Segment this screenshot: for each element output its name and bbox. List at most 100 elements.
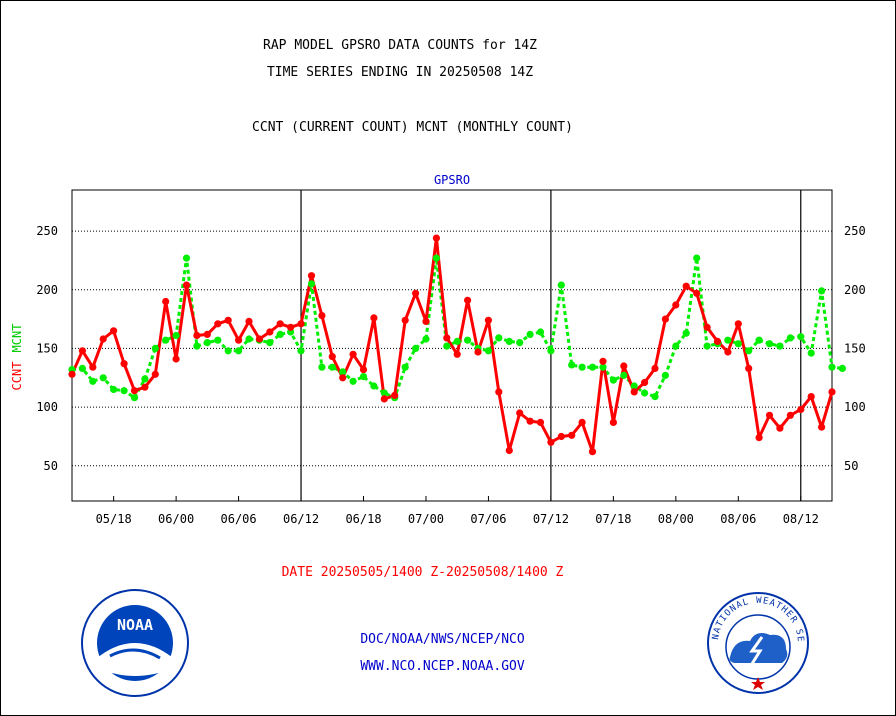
y-tick-label-left: 100 bbox=[36, 400, 58, 414]
data-point-ccnt bbox=[141, 383, 149, 391]
data-point-mcnt bbox=[370, 382, 378, 390]
data-point-mcnt bbox=[141, 375, 149, 383]
data-point-mcnt bbox=[765, 340, 774, 348]
org-label: DOC/NOAA/NWS/NCEP/NCO bbox=[360, 632, 525, 647]
data-point-ccnt bbox=[703, 323, 711, 331]
series-line-mcnt bbox=[71, 256, 843, 400]
data-point-mcnt bbox=[547, 347, 555, 355]
data-point-ccnt bbox=[78, 347, 86, 355]
x-tick-label: 06/12 bbox=[283, 512, 319, 526]
data-point-mcnt bbox=[120, 387, 128, 395]
data-point-ccnt bbox=[245, 317, 253, 325]
data-point-mcnt bbox=[724, 336, 732, 344]
data-point-mcnt bbox=[588, 363, 597, 371]
x-tick-label: 07/18 bbox=[595, 512, 631, 526]
y-axis-label-mcnt: MCNT bbox=[10, 324, 24, 353]
data-point-ccnt bbox=[432, 234, 440, 242]
data-point-ccnt bbox=[339, 374, 347, 382]
data-point-mcnt bbox=[484, 347, 492, 355]
data-point-mcnt bbox=[661, 371, 670, 379]
data-point-ccnt bbox=[682, 282, 690, 290]
data-point-mcnt bbox=[807, 349, 815, 357]
data-point-ccnt bbox=[505, 446, 513, 455]
y-tick-label-right: 50 bbox=[844, 459, 858, 473]
x-tick-label: 06/18 bbox=[345, 512, 381, 526]
data-point-ccnt bbox=[620, 362, 628, 370]
data-point-mcnt bbox=[276, 330, 284, 338]
data-point-ccnt bbox=[724, 348, 732, 356]
data-point-ccnt bbox=[68, 370, 76, 378]
data-point-mcnt bbox=[495, 334, 503, 342]
data-point-ccnt bbox=[120, 360, 128, 368]
data-point-ccnt bbox=[412, 289, 420, 297]
data-point-mcnt bbox=[266, 339, 274, 347]
data-point-ccnt bbox=[495, 388, 503, 396]
data-point-mcnt bbox=[359, 373, 368, 381]
data-point-mcnt bbox=[214, 336, 222, 344]
data-point-mcnt bbox=[828, 363, 836, 371]
data-point-mcnt bbox=[620, 371, 628, 379]
data-point-mcnt bbox=[432, 254, 440, 262]
data-point-mcnt bbox=[745, 347, 753, 355]
data-point-ccnt bbox=[516, 409, 524, 417]
data-point-ccnt bbox=[713, 337, 722, 345]
data-point-mcnt bbox=[89, 377, 97, 385]
data-point-ccnt bbox=[162, 297, 170, 306]
data-point-mcnt bbox=[568, 361, 576, 369]
data-point-mcnt bbox=[443, 342, 451, 350]
data-point-ccnt bbox=[318, 312, 326, 320]
data-point-ccnt bbox=[130, 387, 139, 395]
data-point-ccnt bbox=[797, 405, 805, 414]
data-point-mcnt bbox=[578, 363, 586, 371]
x-tick-label: 06/00 bbox=[158, 512, 194, 526]
data-point-mcnt bbox=[203, 339, 211, 347]
website-link[interactable]: WWW.NCO.NCEP.NOAA.GOV bbox=[360, 659, 525, 674]
data-point-ccnt bbox=[630, 388, 638, 396]
data-point-mcnt bbox=[536, 328, 545, 336]
data-point-ccnt bbox=[828, 388, 836, 396]
data-point-mcnt bbox=[453, 337, 461, 345]
data-point-mcnt bbox=[818, 287, 826, 295]
noaa-logo: NOAA bbox=[81, 589, 189, 697]
data-point-mcnt bbox=[297, 347, 305, 355]
y-tick-label-left: 150 bbox=[36, 341, 58, 355]
data-point-ccnt bbox=[182, 281, 191, 289]
data-point-mcnt bbox=[693, 254, 701, 262]
data-point-mcnt bbox=[380, 389, 388, 397]
data-point-ccnt bbox=[276, 320, 284, 328]
y-ticks-right: 50 100 150 200 250 bbox=[844, 224, 866, 473]
data-point-mcnt bbox=[110, 385, 118, 394]
data-point-mcnt bbox=[682, 329, 690, 337]
data-point-ccnt bbox=[224, 316, 232, 324]
data-point-ccnt bbox=[380, 395, 388, 403]
data-point-mcnt bbox=[151, 344, 159, 352]
data-point-mcnt bbox=[464, 336, 472, 344]
data-point-ccnt bbox=[557, 432, 565, 441]
data-point-ccnt bbox=[172, 355, 180, 363]
data-point-mcnt bbox=[401, 363, 409, 371]
data-point-ccnt bbox=[453, 350, 461, 358]
data-point-ccnt bbox=[536, 418, 545, 426]
data-point-ccnt bbox=[776, 424, 784, 432]
x-tick-label: 07/00 bbox=[408, 512, 444, 526]
y-tick-label-right: 200 bbox=[844, 283, 866, 297]
data-point-ccnt bbox=[818, 423, 826, 431]
data-point-ccnt bbox=[287, 323, 295, 331]
data-point-mcnt bbox=[339, 368, 347, 376]
y-axis-label: CCNT MCNT bbox=[10, 324, 24, 391]
data-point-mcnt bbox=[328, 363, 336, 371]
data-point-ccnt bbox=[266, 328, 274, 336]
data-point-ccnt bbox=[734, 320, 742, 328]
data-point-ccnt bbox=[745, 364, 753, 372]
x-ticks: 05/18 06/00 06/06 06/12 06/18 07/00 07/06 07/12… bbox=[96, 496, 819, 526]
data-point-ccnt bbox=[359, 366, 368, 374]
data-point-ccnt bbox=[193, 331, 201, 340]
data-point-mcnt bbox=[651, 393, 659, 401]
data-point-ccnt bbox=[464, 296, 472, 304]
data-point-ccnt bbox=[568, 431, 576, 439]
data-point-ccnt bbox=[651, 364, 659, 372]
y-tick-label-right: 150 bbox=[844, 341, 866, 355]
data-point-mcnt bbox=[557, 281, 565, 289]
chart-title-line2: TIME SERIES ENDING IN 20250508 14Z bbox=[266, 65, 534, 80]
